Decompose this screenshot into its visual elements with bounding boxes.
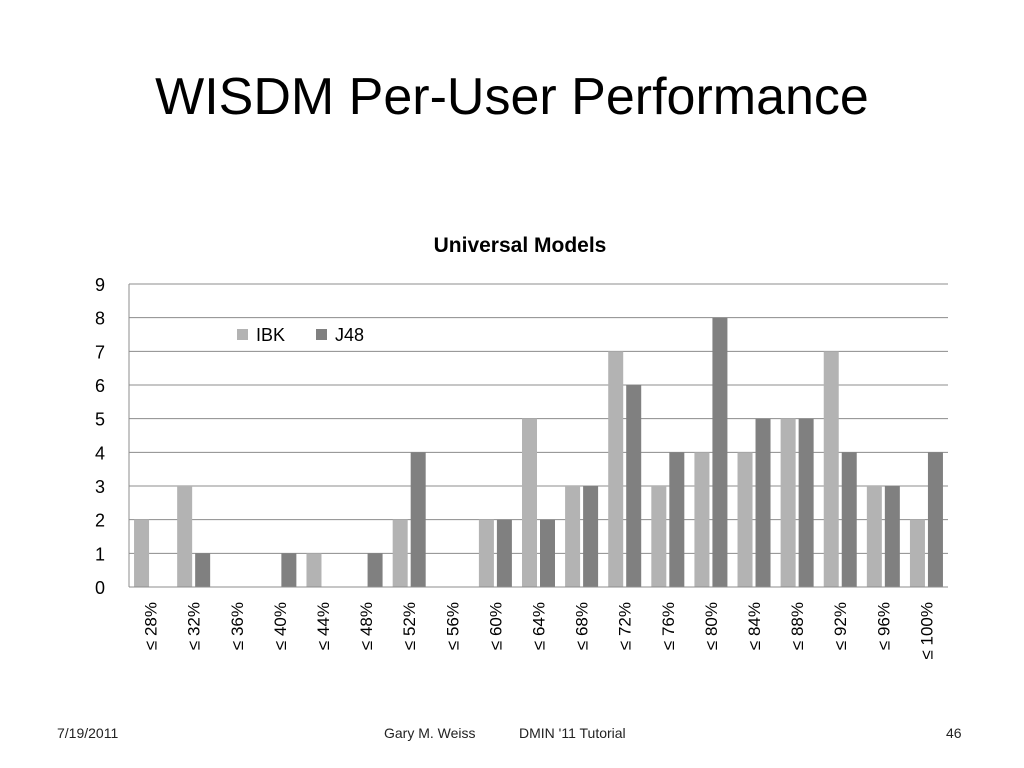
x-tick-label: ≤ 76%	[659, 602, 678, 650]
y-tick-label: 6	[95, 376, 105, 396]
bar-ibk	[823, 351, 839, 587]
legend-swatch-ibk	[237, 329, 248, 340]
bar-j48	[626, 385, 642, 587]
bar-ibk	[866, 486, 882, 587]
legend-label: J48	[335, 325, 364, 345]
x-tick-label: ≤ 52%	[400, 602, 419, 650]
x-tick-label: ≤ 48%	[357, 602, 376, 650]
bar-ibk	[134, 519, 150, 587]
bar-j48	[841, 452, 857, 587]
x-tick-label: ≤ 60%	[486, 602, 505, 650]
bar-ibk	[651, 486, 667, 587]
bar-ibk	[306, 553, 322, 587]
bar-ibk	[909, 519, 925, 587]
legend: IBK J48	[237, 325, 364, 345]
y-tick-label: 0	[95, 578, 105, 598]
x-tick-label: ≤ 84%	[745, 602, 764, 650]
bar-j48	[540, 519, 555, 587]
y-tick-label: 5	[95, 410, 105, 430]
bar-j48	[195, 553, 211, 587]
bar-ibk	[737, 452, 753, 587]
footer-event: DMIN '11 Tutorial	[519, 725, 626, 741]
slide-title: WISDM Per-User Performance	[155, 68, 869, 126]
bar-j48	[496, 519, 512, 587]
bar-j48	[669, 452, 685, 587]
bar-ibk	[608, 351, 624, 587]
bar-j48	[927, 452, 943, 587]
bar-j48	[755, 418, 771, 587]
y-tick-label: 3	[95, 477, 105, 497]
x-tick-label: ≤ 92%	[831, 602, 850, 650]
x-tick-label: ≤ 40%	[271, 602, 290, 650]
bar-j48	[798, 418, 814, 587]
bar-ibk	[780, 418, 796, 587]
y-tick-label: 4	[95, 443, 105, 463]
x-tick-label: ≤ 56%	[443, 602, 462, 650]
x-tick-label: ≤ 68%	[573, 602, 592, 650]
y-tick-labels: 0 1 2 3 4 5 6 7 8 9	[95, 275, 105, 598]
bars	[134, 317, 943, 587]
x-tick-label: ≤ 44%	[314, 602, 333, 650]
x-tick-label: ≤ 28%	[142, 602, 161, 650]
bar-j48	[583, 486, 599, 587]
chart-title: Universal Models	[434, 234, 607, 257]
x-tick-label: ≤ 64%	[530, 602, 549, 650]
bar-ibk	[478, 519, 494, 587]
gridlines	[129, 283, 948, 554]
bar-ibk	[522, 418, 537, 587]
x-tick-label: ≤ 88%	[788, 602, 807, 650]
x-tick-label: ≤ 96%	[874, 602, 893, 650]
y-tick-label: 8	[95, 309, 105, 329]
bar-ibk	[565, 486, 581, 587]
footer-page: 46	[946, 725, 962, 741]
x-tick-label: ≤ 36%	[228, 602, 247, 650]
y-tick-label: 2	[95, 511, 105, 531]
bar-ibk	[177, 486, 193, 587]
legend-swatch-j48	[316, 329, 327, 340]
bar-j48	[712, 317, 728, 587]
bar-j48	[281, 553, 297, 587]
x-tick-label: ≤ 80%	[702, 602, 721, 650]
bar-ibk	[392, 519, 408, 587]
bar-ibk	[694, 452, 710, 587]
footer-date: 7/19/2011	[57, 725, 119, 741]
axes	[128, 284, 948, 588]
x-tick-label: ≤ 32%	[185, 602, 204, 650]
bar-j48	[884, 486, 900, 587]
bar-j48	[367, 553, 383, 587]
bar-j48	[410, 452, 426, 587]
y-tick-label: 9	[95, 275, 105, 295]
x-tick-labels: ≤ 28% ≤ 32% ≤ 36% ≤ 40% ≤ 44% ≤ 48% ≤ 52% ≤ 56%…	[142, 602, 937, 660]
x-tick-label: ≤ 72%	[616, 602, 635, 650]
x-tick-label: ≤ 100%	[917, 602, 936, 660]
legend-label: IBK	[256, 325, 285, 345]
y-tick-label: 7	[95, 342, 105, 362]
footer-author: Gary M. Weiss	[384, 725, 476, 741]
y-tick-label: 1	[95, 544, 105, 564]
